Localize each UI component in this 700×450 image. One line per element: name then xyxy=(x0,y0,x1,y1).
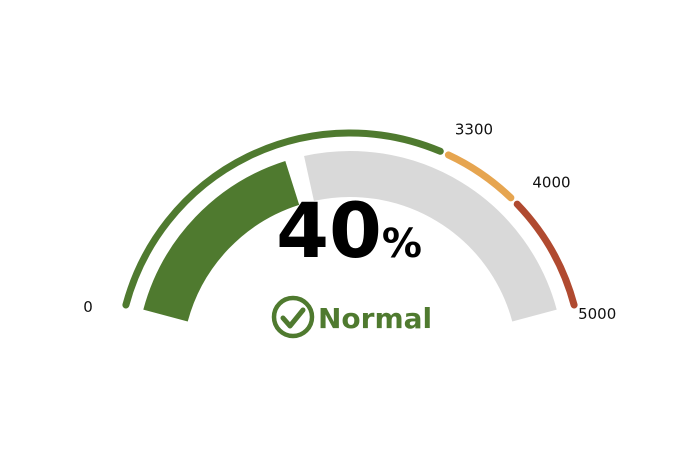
gauge-value: 40% xyxy=(276,186,422,275)
tick-label-5000: 5000 xyxy=(578,305,616,323)
gauge-arc-group xyxy=(143,151,557,323)
tick-label-0: 0 xyxy=(83,298,93,316)
range-band-2 xyxy=(513,200,578,309)
tick-label-3300: 3300 xyxy=(455,120,493,138)
gauge-track-arc xyxy=(304,151,557,322)
range-band-0 xyxy=(122,129,444,309)
tick-label-group: 0 3300 4000 5000 xyxy=(83,120,616,323)
range-band-group xyxy=(122,129,578,309)
gauge-value-unit: % xyxy=(382,221,422,267)
tick-label-4000: 4000 xyxy=(532,174,570,192)
range-band-1 xyxy=(444,151,515,202)
gauge-value-number: 40 xyxy=(276,186,382,275)
check-circle-icon xyxy=(271,295,315,339)
gauge-status-label: Normal xyxy=(318,302,432,335)
gauge-value-arc xyxy=(143,161,300,323)
